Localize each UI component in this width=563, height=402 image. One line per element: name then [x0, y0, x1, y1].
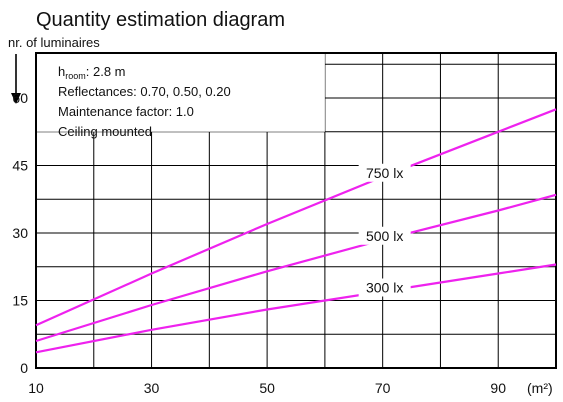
y-tick-label: 60: [12, 90, 28, 106]
x-tick-label: 70: [375, 380, 391, 396]
plot-frame: [35, 52, 557, 369]
series-label: 300 lx: [366, 280, 403, 296]
x-tick-label: 30: [144, 380, 160, 396]
y-tick-label: 0: [20, 360, 28, 376]
x-axis-label: (m²): [527, 380, 553, 396]
x-tick-label: 10: [28, 380, 44, 396]
x-tick-label: 90: [490, 380, 506, 396]
info-line: Ceiling mounted: [58, 124, 152, 139]
series-label-bg: [358, 163, 411, 182]
series-line: [35, 263, 557, 354]
y-tick-label: 45: [12, 158, 28, 174]
info-panel: hroom: 2.8 m Reflectances: 0.70, 0.50, 0.…: [37, 54, 325, 139]
series-line: [35, 108, 557, 327]
y-axis-arrow-icon: [11, 54, 21, 104]
info-box: [37, 54, 325, 132]
y-tick-label: 15: [12, 293, 28, 309]
series-label-bg: [358, 278, 411, 297]
tick-labels: 0 15 30 45 60 10 30 50 70 90: [12, 90, 506, 396]
series-label-bg: [358, 226, 411, 245]
y-axis-label: nr. of luminaires: [8, 35, 100, 50]
info-line: hroom: 2.8 m: [58, 64, 126, 81]
info-line: Reflectances: 0.70, 0.50, 0.20: [58, 84, 231, 99]
chart-title: Quantity estimation diagram: [36, 9, 285, 31]
series-label: 500 lx: [366, 228, 403, 244]
series-label: 750 lx: [366, 165, 403, 181]
series-line: [35, 193, 557, 343]
series-lines: [35, 108, 557, 354]
y-tick-label: 30: [12, 225, 28, 241]
series-labels: 750 lx 500 lx 300 lx: [358, 163, 411, 297]
info-line: Maintenance factor: 1.0: [58, 104, 194, 119]
x-tick-label: 50: [259, 380, 275, 396]
